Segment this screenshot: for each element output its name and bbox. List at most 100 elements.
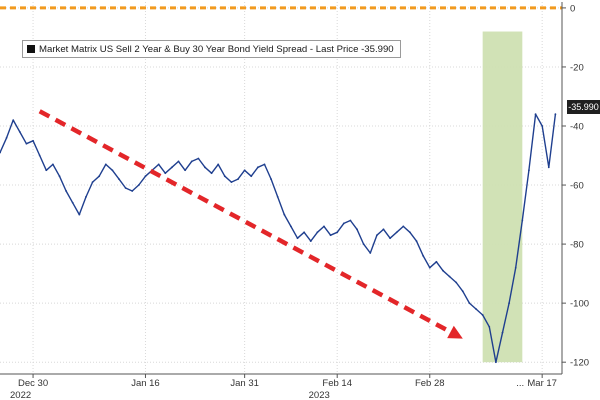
series-point bbox=[243, 169, 246, 172]
series-point bbox=[237, 178, 239, 181]
series-point bbox=[104, 163, 107, 166]
series-point bbox=[204, 166, 206, 169]
trend-arrow bbox=[38, 109, 452, 334]
y-tick-label: -60 bbox=[570, 181, 584, 192]
series-point bbox=[137, 184, 140, 186]
series-point bbox=[554, 113, 557, 116]
legend-label: Market Matrix US Sell 2 Year & Buy 30 Ye… bbox=[39, 43, 394, 55]
series-point bbox=[18, 131, 21, 133]
series-point bbox=[91, 181, 94, 183]
y-tick-label: 0 bbox=[570, 3, 575, 14]
series-point bbox=[316, 231, 319, 234]
series-point bbox=[369, 252, 372, 254]
series-point bbox=[488, 325, 491, 328]
series-point bbox=[475, 308, 477, 310]
series-point bbox=[547, 166, 550, 169]
series-point bbox=[190, 160, 193, 163]
series-point bbox=[263, 163, 266, 166]
chart-legend: Market Matrix US Sell 2 Year & Buy 30 Ye… bbox=[22, 40, 401, 58]
series-point bbox=[382, 228, 385, 231]
series-point bbox=[336, 231, 339, 234]
series-point bbox=[356, 228, 358, 231]
series-point bbox=[98, 175, 101, 178]
series-point bbox=[230, 181, 233, 183]
series-point bbox=[501, 331, 504, 334]
series-point bbox=[217, 163, 220, 166]
x-year-label: 2022 bbox=[10, 390, 31, 400]
series-point bbox=[144, 175, 147, 178]
series-points bbox=[0, 113, 557, 364]
series-point bbox=[455, 281, 458, 284]
y-tick-label: -100 bbox=[570, 299, 589, 310]
series-point bbox=[276, 195, 279, 198]
series-point bbox=[409, 231, 411, 234]
x-tick-label: Feb 14 bbox=[322, 378, 352, 389]
series-point bbox=[184, 169, 187, 172]
y-tick-label: -80 bbox=[570, 240, 584, 251]
series-point bbox=[250, 175, 253, 178]
series-point bbox=[85, 195, 87, 198]
x-tick-label: Jan 16 bbox=[131, 378, 160, 389]
series-point bbox=[177, 160, 180, 163]
series-point bbox=[309, 240, 312, 243]
series-point bbox=[362, 243, 365, 245]
series-point bbox=[534, 113, 537, 116]
series-point bbox=[296, 237, 299, 240]
series-point bbox=[5, 136, 8, 139]
series-point bbox=[256, 166, 259, 169]
series-point bbox=[290, 225, 292, 228]
series-point bbox=[349, 219, 352, 222]
chart-gridlines bbox=[0, 2, 562, 374]
series-point bbox=[65, 190, 68, 192]
y-tick-label: -20 bbox=[570, 62, 584, 73]
series-point bbox=[58, 175, 61, 178]
shaded-region bbox=[482, 31, 523, 363]
series-point bbox=[481, 314, 484, 316]
series-point bbox=[494, 361, 497, 364]
series-point bbox=[528, 169, 530, 172]
series-point bbox=[25, 142, 28, 145]
last-price-badge: -35.990 bbox=[567, 100, 600, 114]
series-point bbox=[461, 290, 464, 293]
series-point bbox=[303, 231, 306, 234]
trend-arrow-head bbox=[447, 325, 463, 339]
series-point bbox=[422, 255, 425, 257]
series-point bbox=[164, 172, 167, 175]
x-tick-label: Mar 17 bbox=[527, 378, 557, 389]
series-point bbox=[442, 269, 444, 272]
series-point bbox=[78, 213, 81, 216]
x-tick-label: Dec 30 bbox=[18, 378, 48, 389]
series-point bbox=[38, 154, 41, 157]
series-point bbox=[51, 163, 54, 166]
series-point bbox=[329, 234, 332, 237]
spread-series-line bbox=[0, 113, 557, 363]
series-point bbox=[197, 157, 200, 160]
series-point bbox=[389, 237, 391, 240]
x-year-label: 2023 bbox=[309, 390, 330, 400]
series-point bbox=[395, 231, 398, 234]
x-tick-ellipsis: ... bbox=[516, 378, 524, 389]
series-point bbox=[12, 119, 15, 121]
series-point bbox=[0, 151, 1, 154]
legend-swatch bbox=[27, 45, 35, 53]
series-point bbox=[415, 240, 418, 243]
series-point bbox=[323, 225, 325, 228]
series-point bbox=[521, 219, 524, 222]
series-point bbox=[342, 222, 345, 225]
x-tick-label: Jan 31 bbox=[230, 378, 259, 389]
series-point bbox=[402, 225, 405, 228]
series-point bbox=[131, 190, 134, 192]
series-point bbox=[223, 175, 226, 178]
series-point bbox=[428, 266, 431, 269]
y-tick-label: -120 bbox=[570, 358, 589, 369]
y-axis-ticks: 0 -20 -40 -60 -80 -100 -120 bbox=[562, 3, 589, 369]
series-point bbox=[283, 213, 286, 216]
series-point bbox=[157, 163, 160, 166]
series-point bbox=[210, 172, 213, 175]
series-point bbox=[448, 275, 451, 278]
x-tick-label: Feb 28 bbox=[415, 378, 445, 389]
series-point bbox=[435, 260, 438, 263]
series-point bbox=[375, 234, 378, 237]
series-point bbox=[171, 166, 173, 169]
